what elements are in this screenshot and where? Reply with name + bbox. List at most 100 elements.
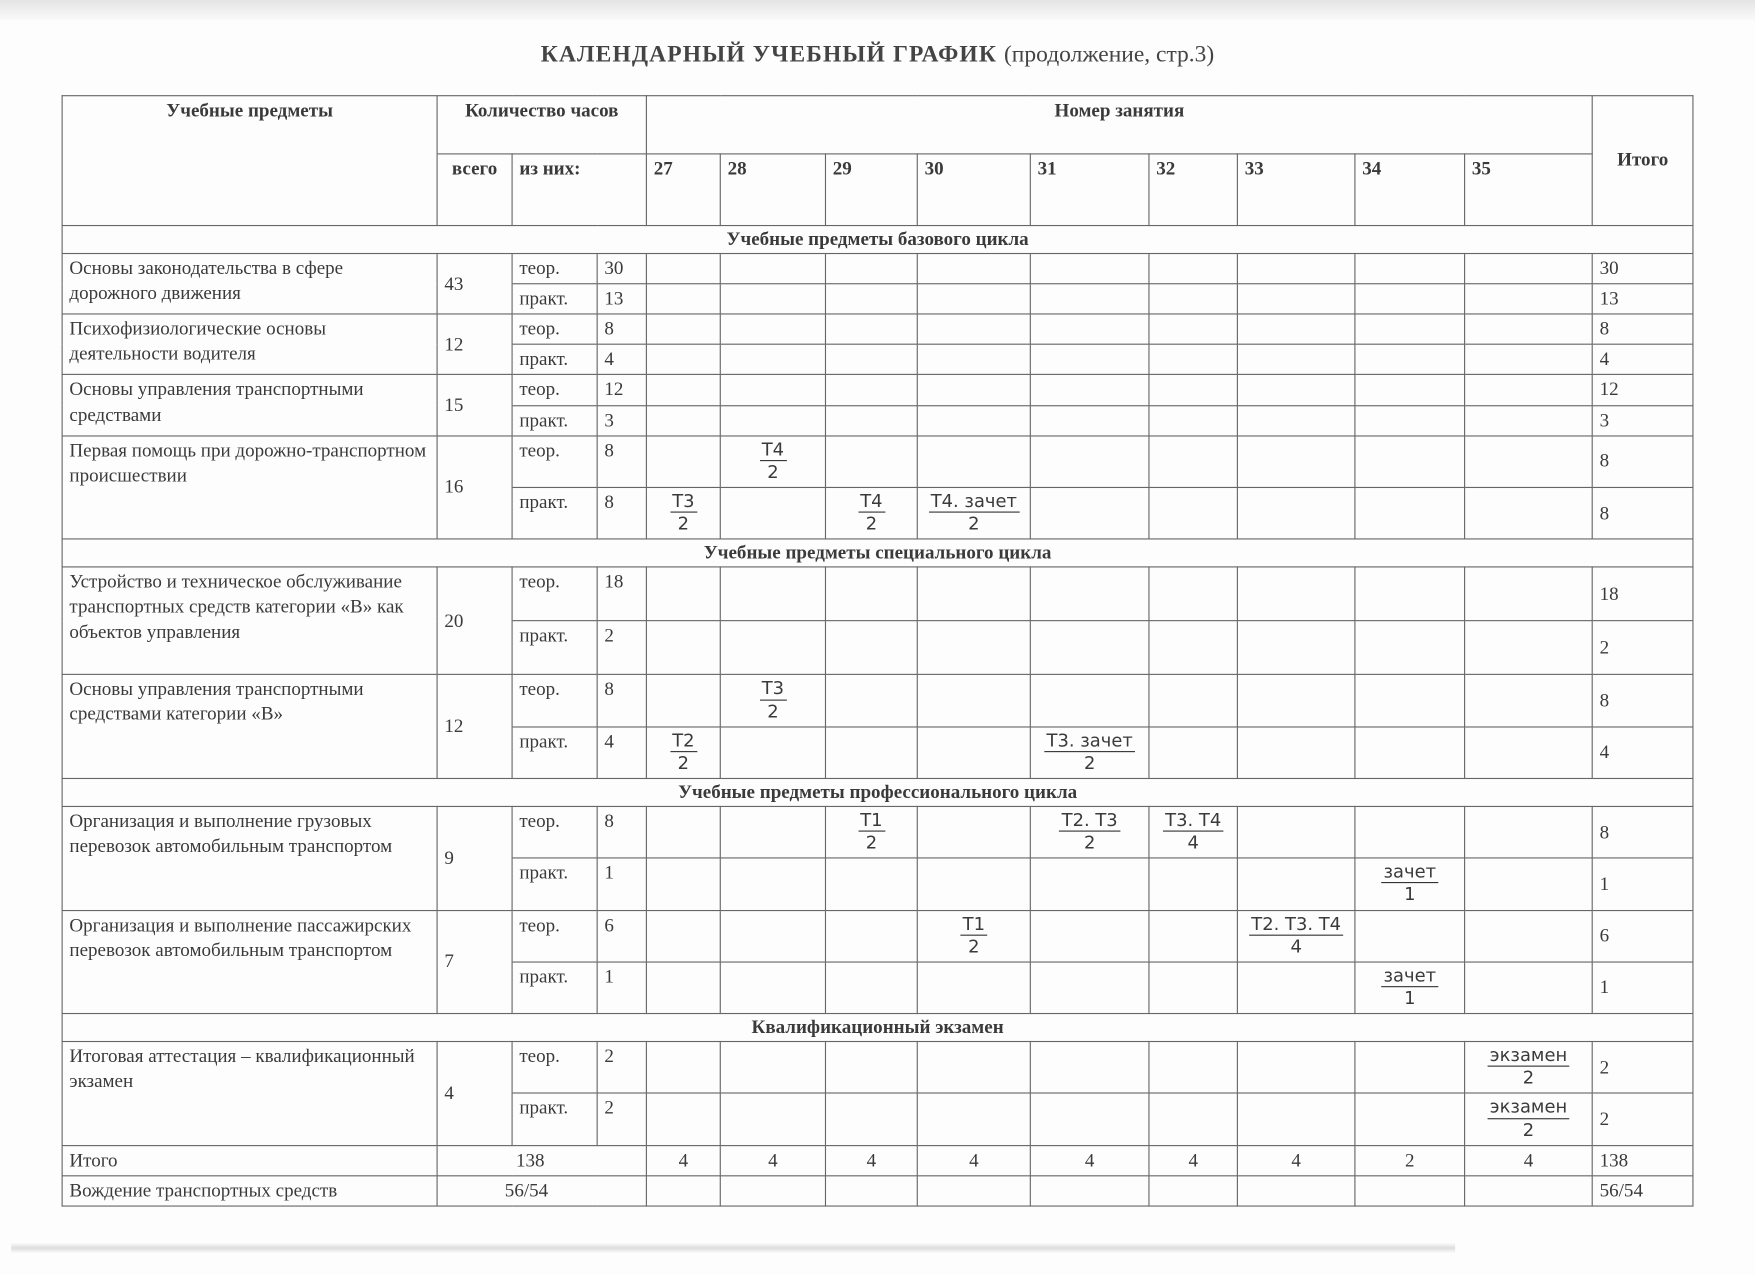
topic-hours: 2 [767,700,779,722]
lesson-cell [645,620,721,676]
lesson-cell [645,805,721,859]
totals-row: Итого 138 4 4 4 4 4 4 4 2 4 138 [61,1144,1694,1177]
lesson-cell [916,725,1031,779]
subject-total-hours: 9 [436,805,513,911]
row-itogo: 4 [1591,344,1694,376]
lesson-cell [824,909,918,963]
lesson-cell [645,374,721,406]
lesson-cell [1029,404,1150,437]
topic-hours: 2 [1522,1067,1535,1089]
lesson-cell [1148,1175,1238,1207]
lesson-cell [1236,253,1356,285]
lesson-cell [824,620,918,676]
lesson-cell [916,404,1031,437]
lesson-cell [1464,725,1593,779]
lesson-cell [719,1041,827,1095]
header-row: всего из них: 27 28 29 30 31 32 33 34 35 [62,153,1693,227]
section-row: Учебные предметы базового цикла [61,224,1694,255]
lesson-total: 4 [916,1144,1031,1177]
kind-hours: 1 [596,857,647,911]
lesson-cell [916,1041,1031,1095]
lesson-total: 4 [1464,1144,1593,1177]
section-title: Учебные предметы базового цикла [61,224,1694,255]
lesson-kind: теор. [511,1041,598,1095]
lesson-cell [1148,961,1238,1015]
lesson-cell [1354,253,1466,285]
row-itogo: 1 [1591,961,1694,1015]
topic-fraction: Т3. зачет 2 [1044,729,1136,773]
topic-label: Т2. Т3. Т4 [1249,913,1344,936]
table-row: практ. 13 13 [62,283,1694,315]
lesson-cell [1236,313,1356,346]
kind-hours: 30 [596,253,647,285]
topic-label: Т1 [857,809,885,832]
lesson-cell [824,253,918,285]
lesson-cell: Т1 2 [916,909,1031,963]
lesson-cell [1029,313,1150,346]
lesson-cell [719,961,827,1015]
topic-hours: 2 [968,512,980,535]
lesson-cell: Т4 2 [719,435,827,488]
kind-hours: 13 [596,283,647,315]
topic-hours: 1 [1404,883,1416,905]
header-itogo: Итого [1591,95,1694,227]
lesson-kind: практ. [511,344,598,376]
lesson-cell [1464,374,1593,406]
lesson-cell [916,620,1031,676]
lesson-cell [719,486,827,540]
lesson-cell [1464,435,1593,488]
lesson-cell [1029,486,1150,540]
lesson-cell [719,566,827,622]
lesson-cell [719,404,827,437]
lesson-kind: теор. [511,805,598,859]
lesson-cell [1029,674,1150,728]
lesson-number: 34 [1354,153,1466,227]
lesson-cell [916,674,1031,728]
lesson-cell [719,805,827,859]
subject-name: Устройство и техническое обслуживание тр… [61,566,438,676]
subject-total-hours: 20 [436,566,513,676]
lesson-kind: теор. [511,253,598,285]
lesson-cell [645,961,721,1015]
lesson-cell [824,344,918,376]
lesson-cell [1236,435,1356,488]
subject-name: Основы управления транспортными средства… [61,374,438,437]
lesson-number: 28 [719,153,827,227]
lesson-cell [645,1175,721,1207]
lesson-number: 31 [1029,153,1150,227]
lesson-cell [645,1041,721,1095]
topic-fraction: Т3 2 [669,490,697,535]
table-row: Устройство и техническое обслуживание тр… [61,566,1694,676]
lesson-cell [1464,486,1593,540]
lesson-cell [1354,566,1466,622]
row-itogo: 2 [1591,1092,1694,1146]
row-itogo: 2 [1591,620,1694,676]
topic-label: зачет [1381,861,1439,884]
topic-fraction: Т1 2 [960,913,988,957]
topic-fraction: Т4. зачет 2 [928,490,1020,535]
topic-label: Т3. зачет [1044,729,1136,752]
title-text: КАЛЕНДАРНЫЙ УЧЕБНЫЙ ГРАФИК [540,40,997,68]
lesson-kind: практ. [511,404,598,437]
topic-hours: 2 [677,512,690,535]
lesson-cell [824,961,918,1015]
subject-name: Итоговая аттестация – квалификационный э… [61,1041,438,1146]
lesson-cell [645,1092,721,1146]
lesson-cell [1029,566,1150,622]
topic-fraction: Т4 2 [857,490,885,534]
lesson-cell [1148,1041,1238,1095]
lesson-cell [916,435,1031,488]
lesson-cell [1354,805,1466,859]
row-itogo: 8 [1591,805,1694,859]
topic-label: Т2. Т3 [1059,809,1120,832]
row-itogo: 8 [1591,486,1694,540]
lesson-cell [1464,674,1593,728]
table-row: практ. 1 зачет 1 1 [62,961,1694,1015]
row-itogo: 13 [1591,283,1694,315]
lesson-cell [1029,344,1150,376]
lesson-cell [1029,1041,1150,1095]
topic-fraction: зачет 1 [1381,965,1439,1009]
lesson-kind: теор. [511,374,598,406]
lesson-kind: теор. [511,909,598,963]
